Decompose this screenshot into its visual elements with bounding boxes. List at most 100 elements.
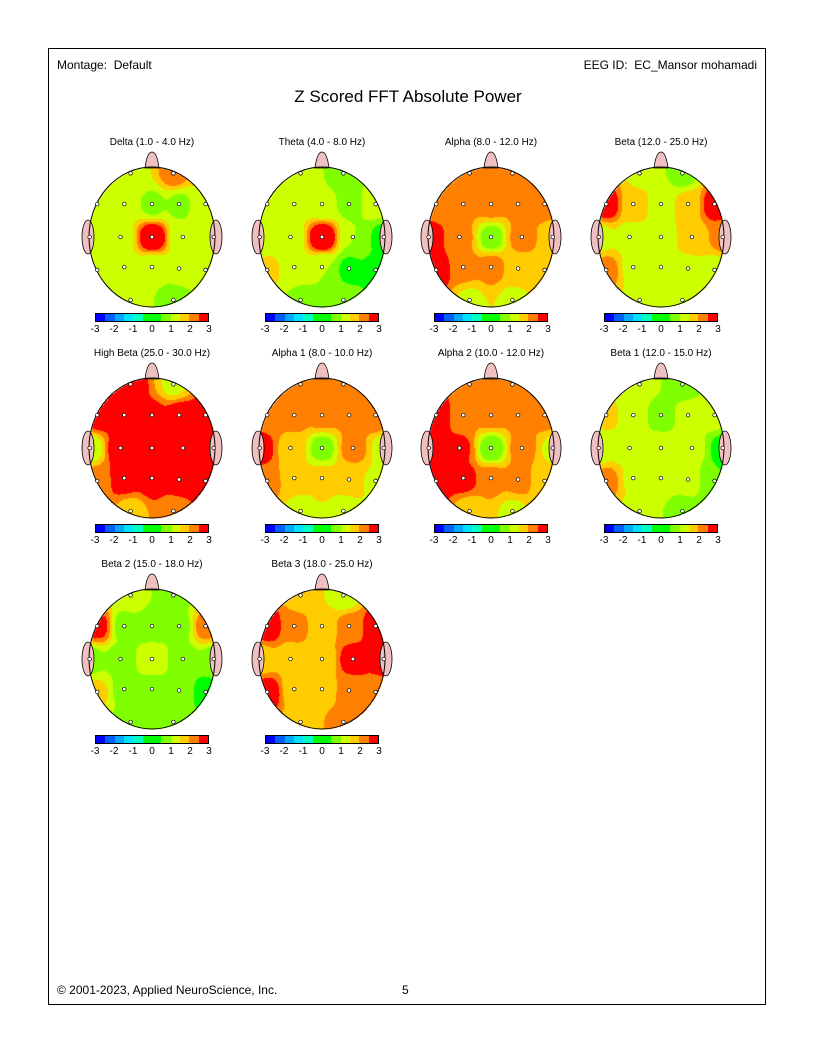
topomap-6: Alpha 1 (8.0 - 10.0 Hz) -3 -2 -1 0 1 2 3: [237, 348, 407, 558]
color-scale-tick-label: 3: [715, 535, 721, 546]
electrode-p4: [346, 266, 352, 271]
color-scale-segment: [114, 736, 124, 743]
color-scale-segment: [198, 314, 208, 321]
color-scale-segment: [151, 314, 162, 321]
electrode-t6: [373, 478, 378, 484]
color-scale-tick-label: -1: [467, 324, 477, 335]
electrode-fp2: [341, 382, 346, 387]
page-title: Z Scored FFT Absolute Power: [294, 87, 522, 106]
color-scale-tick-label: -3: [599, 324, 609, 335]
electrode-f3: [461, 412, 466, 418]
color-scale-segment: [266, 314, 276, 321]
color-scale-segment: [331, 525, 341, 532]
color-scale-tick-label: -3: [90, 535, 100, 546]
color-scale-tick-label: 3: [206, 324, 212, 335]
electrode-f8: [373, 201, 378, 207]
color-scale-tick-label: -1: [298, 746, 308, 757]
electrode-o1: [637, 297, 642, 303]
color-scale-segment: [642, 525, 652, 532]
electrode-p3: [292, 475, 297, 481]
topomap-title: Alpha 2 (10.0 - 12.0 Hz): [437, 348, 545, 359]
electrode-cz: [319, 234, 325, 240]
color-scale-tick-label: 2: [357, 324, 363, 335]
nose-icon: [144, 573, 160, 591]
electrode-t3: [257, 234, 262, 240]
electrode-t6: [203, 267, 208, 273]
head-outline: [81, 573, 223, 730]
color-scale-tick-label: 0: [319, 324, 325, 335]
electrode-cz: [149, 234, 155, 240]
color-scale-segment: [170, 314, 180, 321]
color-scale-tick-label: -2: [279, 324, 289, 335]
color-scale-segment: [670, 525, 680, 532]
electrode-t3: [257, 656, 262, 662]
color-scale-segment: [481, 314, 491, 321]
electrode-f3: [631, 201, 636, 207]
electrode-fp2: [510, 382, 515, 387]
color-scale-tick-label: -2: [618, 324, 628, 335]
electrode-t3: [87, 234, 92, 240]
electrode-f3: [292, 623, 297, 629]
electrode-o1: [467, 508, 472, 514]
color-scale-tick-label: -1: [128, 746, 138, 757]
electrode-p3: [122, 475, 127, 481]
right-ear-icon: [379, 219, 393, 255]
color-scale-tick-label: -3: [260, 324, 270, 335]
color-scale-segment: [189, 736, 199, 743]
color-scale-tick-label: 0: [488, 535, 494, 546]
color-scale-bar: [95, 313, 209, 322]
electrode-t6: [542, 478, 547, 484]
electrode-f7: [265, 623, 270, 629]
electrode-p3: [292, 686, 297, 692]
nose-icon: [653, 151, 669, 169]
electrode-f3: [631, 412, 636, 418]
topomap-1: Delta (1.0 - 4.0 Hz) -3 -2 -1 0 1 2 3: [67, 137, 237, 347]
color-scale-tick-label: 2: [696, 535, 702, 546]
electrode-fp1: [637, 171, 642, 176]
color-scale-tick-label: 3: [545, 535, 551, 546]
topomap-7: Alpha 2 (10.0 - 12.0 Hz) -3 -2 -1 0 1 2 3: [406, 348, 576, 558]
color-scale-tick-label: 1: [677, 324, 683, 335]
electrode-f4: [685, 201, 691, 207]
electrode-fp2: [680, 382, 685, 387]
electrode-o1: [637, 508, 642, 514]
color-scale-segment: [462, 314, 473, 321]
electrode-t4: [720, 234, 725, 240]
electrode-f7: [95, 623, 100, 629]
electrode-f3: [122, 201, 127, 207]
electrode-t4: [381, 234, 386, 240]
electrode-o1: [298, 719, 303, 725]
color-scale-segment: [698, 314, 708, 321]
electrode-p3: [631, 475, 636, 481]
electrode-t6: [373, 689, 378, 695]
color-scale-segment: [114, 525, 124, 532]
nose-icon: [483, 362, 499, 380]
color-scale-tick-label: 1: [168, 746, 174, 757]
nose-icon: [314, 151, 330, 169]
color-scale-tick-label: 2: [357, 746, 363, 757]
color-scale-segment: [312, 736, 322, 743]
nose-icon: [653, 362, 669, 380]
color-scale-segment: [284, 314, 294, 321]
electrode-o1: [298, 508, 303, 514]
electrode-fp1: [128, 593, 133, 598]
right-ear-icon: [548, 430, 562, 466]
color-scale-segment: [688, 314, 699, 321]
color-scale-segment: [707, 314, 717, 321]
electrode-c3: [627, 445, 632, 451]
color-scale-segment: [142, 525, 152, 532]
right-ear-icon: [209, 430, 223, 466]
color-scale-tick-label: 0: [658, 324, 664, 335]
color-scale-tick-label: -3: [90, 324, 100, 335]
color-scale-segment: [170, 525, 180, 532]
electrode-f4: [176, 623, 182, 629]
color-scale-segment: [161, 736, 171, 743]
head-outline: [420, 362, 562, 519]
color-scale-tick-label: -3: [429, 324, 439, 335]
electrode-p4: [176, 266, 182, 271]
electrode-cz: [319, 445, 325, 451]
electrode-t4: [550, 445, 555, 451]
electrode-fp2: [680, 171, 685, 176]
head-outline: [251, 362, 393, 519]
color-scale-segment: [105, 314, 115, 321]
